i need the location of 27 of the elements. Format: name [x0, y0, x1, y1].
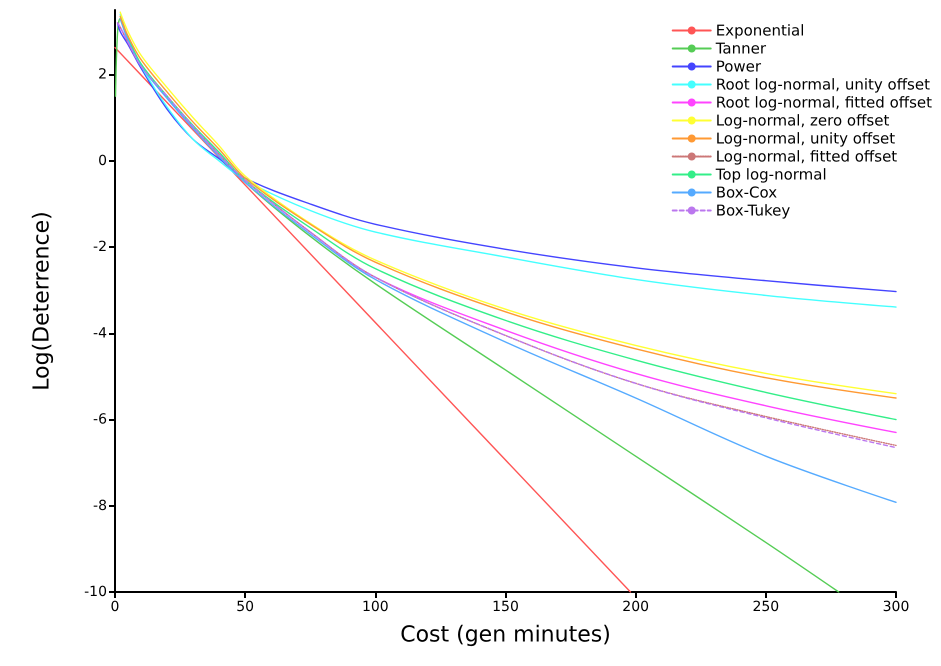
y-tick-label: -8: [93, 498, 107, 514]
x-tick-label: 200: [622, 599, 650, 615]
y-tick-label: -4: [93, 325, 108, 342]
legend-label: Box-Cox: [716, 184, 778, 202]
legend-label: Root log-normal, fitted offset: [716, 94, 932, 112]
y-axis-title: Log(Deterrence): [30, 211, 54, 391]
legend-label: Top log-normal: [714, 166, 827, 184]
x-tick-label: 250: [752, 599, 780, 615]
legend-label: Tanner: [714, 40, 767, 58]
x-tick-label: 300: [882, 599, 910, 615]
y-tick-label: 0: [98, 152, 107, 169]
x-tick-label: 50: [236, 599, 254, 615]
legend-label: Power: [716, 58, 762, 76]
x-tick-label: 0: [110, 599, 120, 615]
x-tick-label: 100: [362, 599, 389, 615]
y-tick-label: -2: [93, 239, 107, 256]
legend-label: Log-normal, zero offset: [716, 112, 890, 130]
legend-label: Box-Tukey: [716, 202, 790, 220]
x-axis-title: Cost (gen minutes): [400, 622, 611, 648]
y-tick-label: -10: [84, 584, 107, 600]
x-tick-label: 150: [492, 599, 519, 615]
legend-label: Log-normal, fitted offset: [716, 148, 898, 166]
y-tick-label: 2: [98, 66, 107, 83]
legend-label: Log-normal, unity offset: [716, 130, 896, 148]
y-tick-label: -6: [93, 412, 108, 428]
legend-label: Exponential: [716, 22, 804, 40]
legend-label: Root log-normal, unity offset: [716, 76, 930, 94]
